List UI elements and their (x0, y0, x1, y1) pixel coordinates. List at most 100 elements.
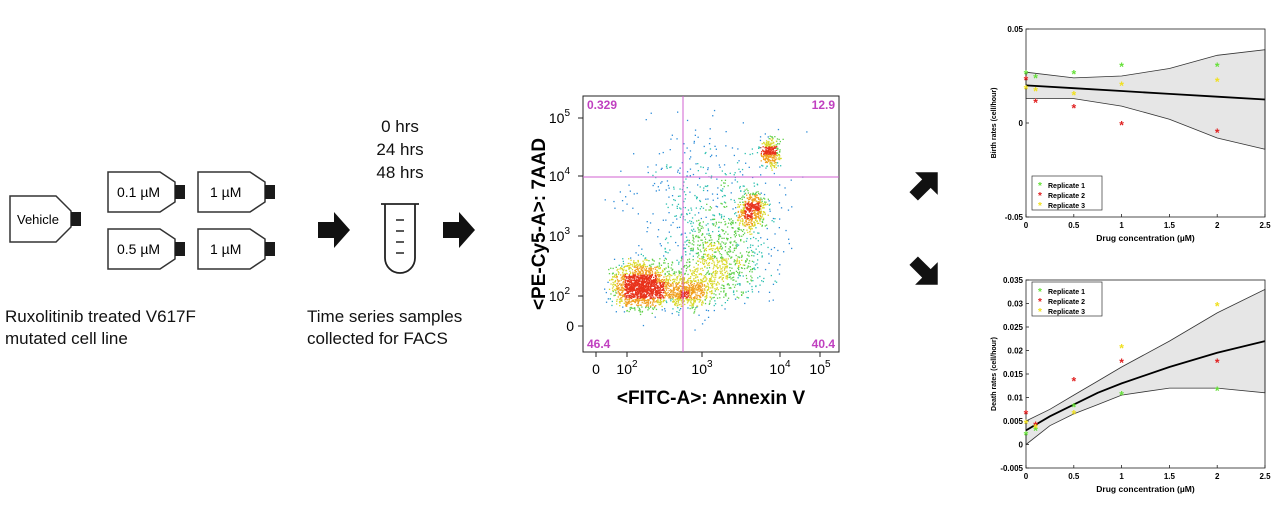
facs-event-dot (642, 274, 644, 276)
facs-event-dot (641, 311, 643, 313)
facs-event-dot (748, 201, 750, 203)
facs-event-dot (754, 264, 757, 266)
facs-event-dot (745, 211, 747, 213)
facs-event-dot (709, 148, 712, 150)
facs-event-dot (657, 266, 659, 268)
facs-event-dot (634, 266, 636, 268)
facs-event-dot (768, 138, 770, 140)
facs-event-dot (746, 224, 749, 226)
facs-event-dot (672, 296, 675, 298)
facs-event-dot (652, 213, 654, 215)
facs-event-dot (625, 277, 627, 279)
facs-event-dot (718, 164, 720, 166)
facs-event-dot (610, 293, 612, 295)
facs-event-dot (695, 274, 697, 276)
facs-event-dot (729, 219, 731, 221)
facs-event-dot (724, 302, 726, 304)
facs-event-dot (652, 302, 654, 304)
facs-event-dot (690, 297, 693, 300)
facs-event-dot (683, 287, 686, 289)
facs-event-dot (735, 234, 737, 236)
facs-event-dot (622, 287, 624, 289)
facs-event-dot (616, 300, 618, 302)
facs-event-dot (608, 288, 611, 290)
facs-event-dot (623, 275, 625, 277)
facs-event-dot (688, 239, 690, 242)
facs-event-dot (659, 258, 661, 260)
facs-event-dot (726, 265, 728, 268)
facs-event-dot (675, 286, 678, 288)
facs-event-dot (647, 227, 649, 229)
facs-event-dot (723, 201, 726, 203)
x-tick-label: 2 (1215, 472, 1220, 481)
facs-event-dot (750, 249, 753, 252)
facs-event-dot (707, 258, 709, 260)
facs-event-dot (688, 288, 691, 290)
facs-event-dot (638, 287, 640, 289)
facs-event-dot (644, 290, 646, 292)
facs-event-dot (664, 272, 666, 275)
facs-event-dot (723, 206, 725, 208)
facs-event-dot (716, 266, 718, 268)
y-tick-label: 0.025 (1003, 323, 1024, 332)
facs-event-dot (673, 199, 675, 201)
facs-event-dot (741, 230, 744, 232)
facs-event-dot (657, 298, 659, 300)
facs-event-dot (679, 285, 681, 287)
facs-event-dot (738, 217, 741, 219)
facs-event-dot (768, 140, 770, 143)
facs-event-dot (719, 266, 721, 268)
facs-event-dot (765, 142, 767, 144)
facs-event-dot (619, 283, 621, 286)
facs-event-dot (686, 187, 688, 189)
facs-event-dot (729, 172, 731, 174)
facs-event-dot (643, 299, 645, 301)
facs-event-dot (763, 151, 765, 153)
facs-event-dot (752, 207, 754, 209)
facs-event-dot (709, 155, 712, 158)
facs-event-dot (728, 276, 730, 279)
facs-event-dot (696, 289, 698, 291)
facs-event-dot (639, 293, 642, 295)
facs-event-dot (643, 282, 645, 285)
facs-event-dot (707, 285, 709, 287)
flask-1-um-top-label: 1 µM (210, 184, 241, 200)
facs-event-dot (677, 286, 679, 288)
facs-event-dot (658, 276, 660, 278)
facs-event-dot (618, 301, 621, 303)
facs-event-dot (746, 202, 748, 205)
facs-event-dot (730, 221, 732, 223)
facs-event-dot (733, 279, 735, 281)
facs-event-dot (743, 229, 745, 231)
facs-event-dot (749, 229, 752, 231)
facs-event-dot (638, 285, 640, 288)
arrow-down-right-icon (909, 256, 938, 285)
facs-event-dot (647, 306, 649, 308)
facs-event-dot (760, 154, 763, 156)
facs-event-dot (620, 293, 622, 295)
facs-event-dot (680, 234, 682, 236)
facs-event-dot (759, 211, 762, 213)
facs-event-dot (635, 289, 638, 291)
facs-event-dot (663, 279, 666, 281)
facs-event-dot (636, 291, 638, 293)
facs-event-dot (748, 198, 751, 201)
facs-event-dot (635, 290, 637, 292)
facs-event-dot (656, 294, 658, 296)
facs-event-dot (743, 203, 745, 205)
facs-event-dot (744, 152, 746, 155)
facs-event-dot (739, 216, 741, 218)
facs-event-dot (650, 274, 652, 276)
facs-event-dot (772, 137, 774, 139)
facs-event-dot (669, 274, 671, 276)
facs-event-dot (702, 269, 704, 271)
facs-event-dot (741, 218, 743, 220)
facs-event-dot (693, 277, 695, 280)
facs-event-dot (725, 292, 727, 295)
facs-event-dot (739, 201, 741, 203)
facs-event-dot (680, 308, 682, 310)
facs-event-dot (651, 294, 654, 296)
facs-event-dot (648, 268, 650, 270)
legend-box (1031, 281, 1103, 317)
facs-event-dot (751, 224, 753, 226)
